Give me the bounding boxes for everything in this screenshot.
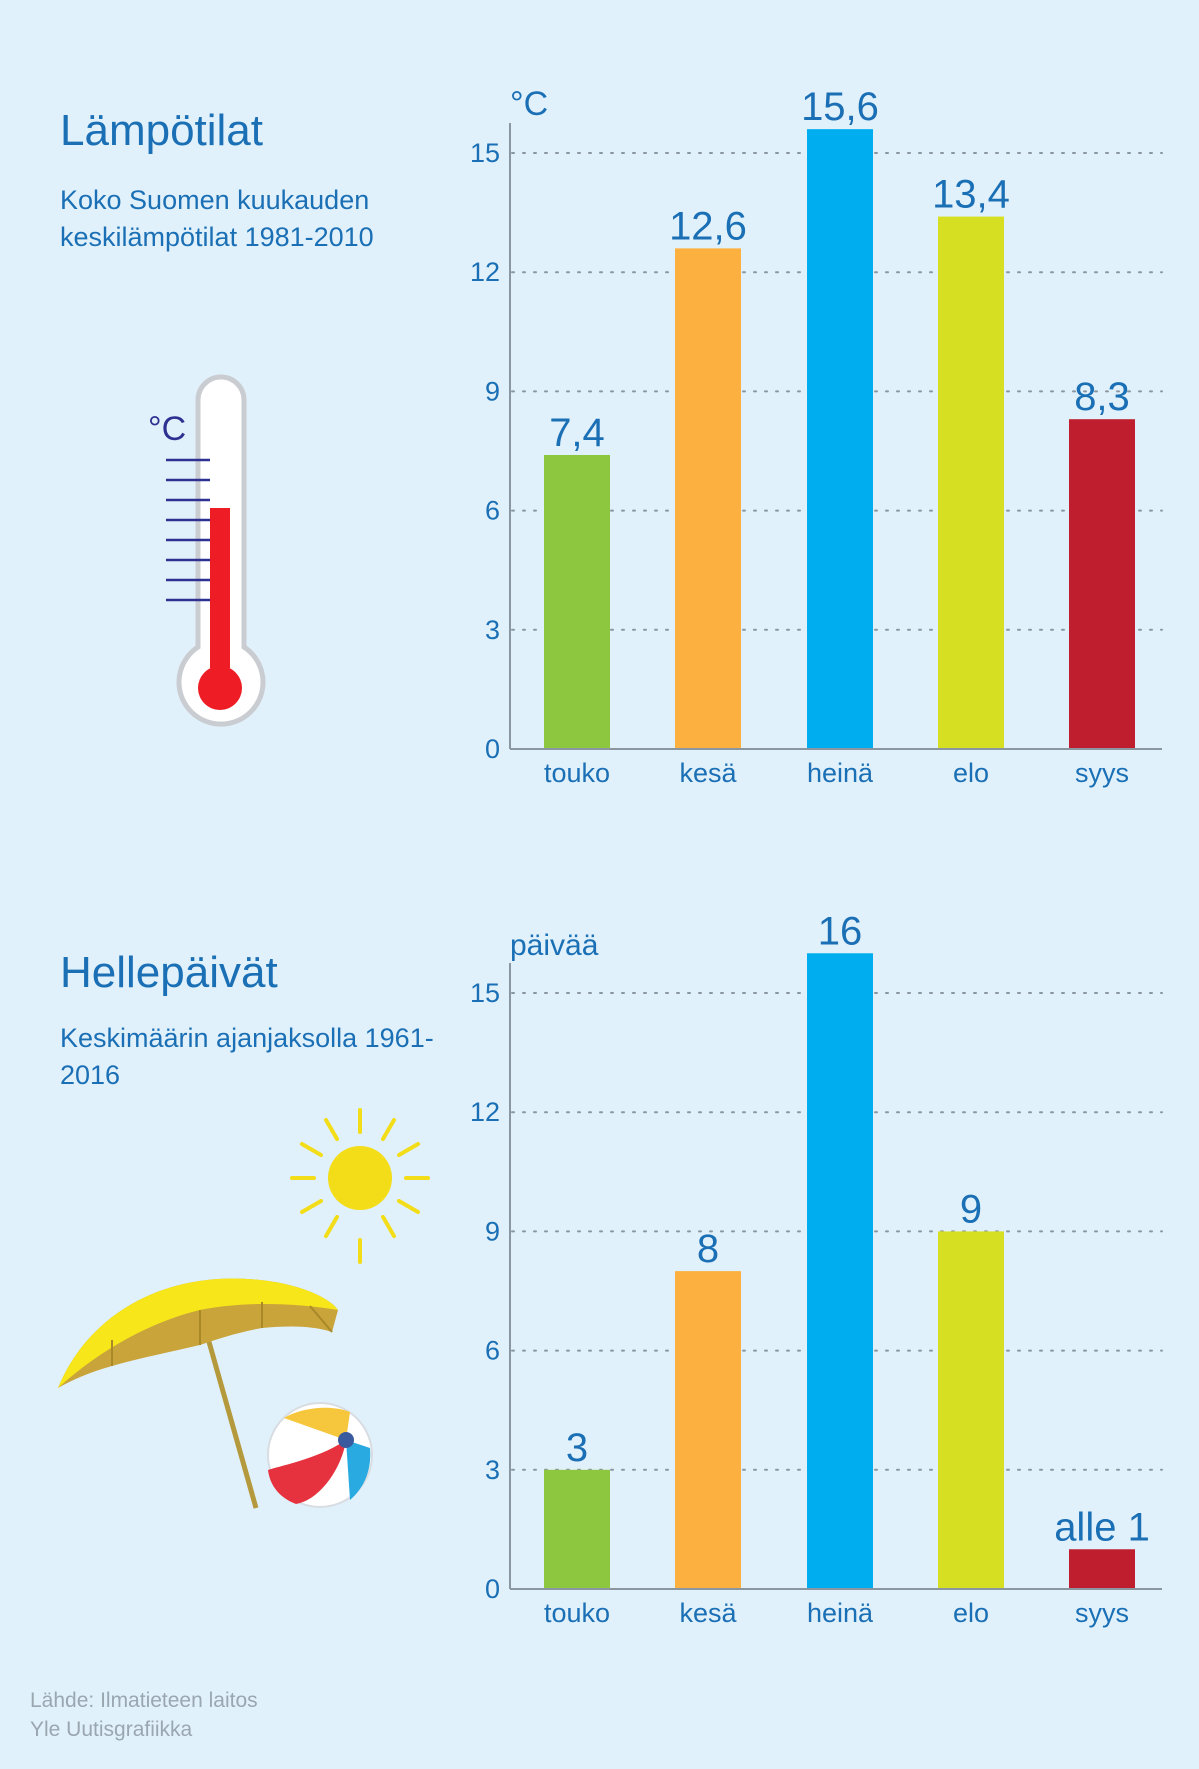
bar-touko (544, 1469, 610, 1589)
bar-touko (544, 454, 610, 749)
sun-icon (290, 1108, 430, 1264)
chart-title: Hellepäivät (60, 948, 278, 997)
category-label: kesä (679, 758, 737, 788)
category-label: elo (953, 758, 989, 788)
beach-illustration (58, 1108, 430, 1509)
value-label: 7,4 (549, 411, 605, 455)
chart-subtitle: Koko Suomen kuukauden keskilämpötilat 19… (60, 185, 374, 252)
bar-elo (938, 1231, 1004, 1589)
category-label: elo (953, 1598, 989, 1628)
bar-syys (1069, 419, 1135, 749)
y-tick-label: 15 (470, 138, 500, 168)
value-label: 12,6 (669, 204, 747, 248)
y-tick-label: 9 (485, 376, 500, 406)
thermometer-unit: °C (148, 410, 186, 448)
bar-kesä (675, 1271, 741, 1589)
y-tick-label: 15 (470, 978, 500, 1008)
credit-text: Yle Uutisgrafiikka (30, 1718, 193, 1741)
footer: Lähde: Ilmatieteen laitos Yle Uutisgrafi… (30, 1686, 258, 1744)
bar-syys (1069, 1549, 1135, 1589)
heat-days-chart: 3 touko 8 kesä 16 heinä 9 elo alle 1 syys 0 3 6 9 12 15… (470, 909, 1163, 1628)
category-label: heinä (807, 1598, 874, 1628)
value-label: 9 (960, 1187, 982, 1231)
category-label: touko (544, 1598, 610, 1628)
heat-days-section: Hellepäivät Keskimäärin ajanjaksolla 196… (0, 840, 1199, 1680)
bar-heinä (807, 953, 873, 1589)
y-axis-unit: päivää (510, 929, 599, 962)
y-tick-label: 6 (485, 496, 500, 526)
value-label: 15,6 (801, 85, 879, 129)
thermometer-bulb (198, 666, 242, 710)
y-tick-label: 6 (485, 1336, 500, 1366)
y-tick-label: 3 (485, 1455, 500, 1485)
value-label: 8,3 (1074, 375, 1130, 419)
thermometer-scale (166, 458, 210, 602)
y-tick-label: 12 (470, 257, 500, 287)
y-tick-label: 12 (470, 1097, 500, 1127)
y-axis-unit: °C (510, 85, 548, 123)
beach-ball-icon (267, 1402, 373, 1508)
category-label: syys (1075, 758, 1129, 788)
thermometer-mercury (210, 508, 230, 668)
chart-subtitle: Keskimäärin ajanjaksolla 1961-2016 (60, 1023, 434, 1090)
bar-elo (938, 216, 1004, 749)
bar-heinä (807, 129, 873, 749)
y-tick-label: 0 (485, 734, 500, 764)
value-label: 16 (818, 909, 863, 953)
y-tick-label: 9 (485, 1216, 500, 1246)
category-label: syys (1075, 1598, 1129, 1628)
source-text: Lähde: Ilmatieteen laitos (30, 1689, 258, 1712)
thermometer-icon: °C (148, 374, 266, 727)
temperature-chart: 7,4 touko 12,6 kesä 15,6 heinä 13,4 elo 8,3 syys 0… (470, 85, 1163, 788)
beach-umbrella-icon (58, 1278, 338, 1509)
value-label: alle 1 (1054, 1505, 1150, 1549)
category-label: heinä (807, 758, 874, 788)
y-tick-label: 3 (485, 615, 500, 645)
value-label: 13,4 (932, 173, 1010, 217)
y-tick-label: 0 (485, 1574, 500, 1604)
chart-title: Lämpötilat (60, 106, 264, 155)
temperature-section: Lämpötilat Koko Suomen kuukauden keskilä… (0, 0, 1199, 840)
category-label: kesä (679, 1598, 737, 1628)
bar-kesä (675, 248, 741, 750)
value-label: 3 (566, 1426, 588, 1470)
category-label: touko (544, 758, 610, 788)
value-label: 8 (697, 1227, 719, 1271)
